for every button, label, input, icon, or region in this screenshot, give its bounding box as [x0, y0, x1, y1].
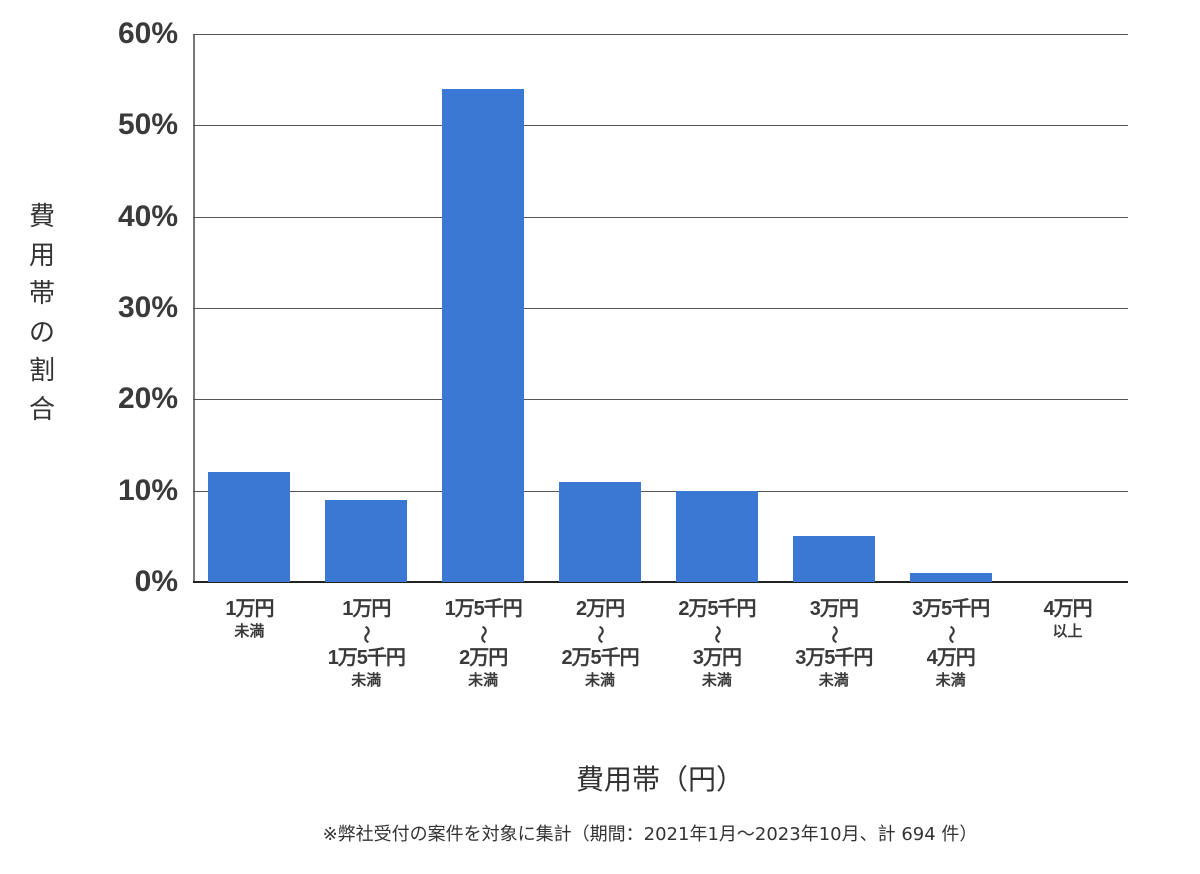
y-axis-title-char: の [28, 317, 55, 348]
x-category-label: 4万円 以上 [1043, 598, 1093, 640]
bar [792, 536, 875, 582]
x-axis-line [193, 581, 1128, 583]
y-axis-title-char: 割 [28, 356, 55, 386]
y-axis-title-char: 帯 [28, 279, 55, 309]
x-category-label: 3万円〜 3万5千円 未満 [795, 598, 873, 689]
gridline [193, 308, 1128, 309]
bar [675, 490, 758, 582]
y-axis-title-char: 用 [28, 240, 55, 271]
gridline [193, 490, 1128, 492]
y-tick-label: 0% [134, 565, 178, 598]
x-category-label: 2万5千円〜 3万円 未満 [678, 598, 756, 689]
bar [208, 472, 291, 582]
y-tick-label: 50% [117, 108, 178, 142]
y-tick-label: 20% [117, 382, 178, 416]
gridline [193, 216, 1128, 218]
bar [909, 572, 992, 582]
bar [559, 481, 642, 582]
x-axis-title: 費用帯（円） [575, 763, 744, 796]
gridline [193, 125, 1128, 127]
bar [442, 88, 525, 582]
y-axis-title: 費 用 帯 の 割 合 [24, 198, 60, 429]
gridline [193, 34, 1128, 35]
y-tick-label: 10% [117, 473, 178, 507]
bar [325, 499, 408, 582]
plot-area [193, 34, 1128, 583]
y-tick-label: 30% [117, 291, 178, 324]
y-tick-label: 60% [117, 17, 178, 50]
x-category-label: 2万円〜 2万5千円 未満 [561, 598, 639, 689]
x-category-label: 3万5千円〜 4万円 未満 [912, 598, 990, 689]
x-category-label: 1万5千円〜 2万円 未満 [444, 598, 523, 689]
y-axis-title-char: 合 [28, 394, 55, 425]
x-category-label: 1万円 未満 [225, 598, 274, 640]
x-category-label: 1万円〜 1万5千円 未満 [327, 598, 406, 689]
y-axis-title-char: 費 [28, 202, 55, 232]
y-tick-label: 40% [117, 199, 178, 233]
gridline [193, 399, 1128, 401]
footnote: ※弊社受付の案件を対象に集計（期間：2021年1月〜2023年10月、計 694… [322, 824, 978, 845]
